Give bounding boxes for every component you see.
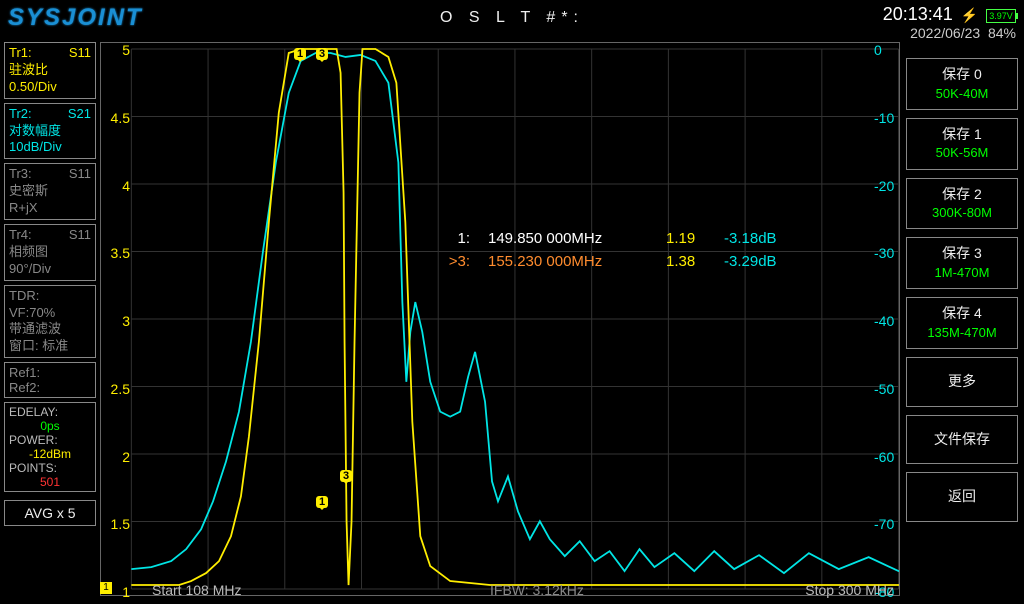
menu-savefile[interactable]: 文件保存 — [906, 415, 1018, 465]
trace3-box[interactable]: Tr3: S11 史密斯 R+jX — [4, 163, 96, 220]
x-stop: Stop 300 MHz — [805, 582, 894, 598]
brand-logo: SYSJOINT — [0, 4, 143, 32]
menu-save1[interactable]: 保存 150K-56M — [906, 118, 1018, 170]
y-right-tick: -70 — [874, 516, 894, 532]
y-right-tick: -60 — [874, 449, 894, 465]
chart-area[interactable] — [100, 42, 900, 596]
y-left-tick: 1.5 — [106, 516, 130, 532]
trace1-box[interactable]: Tr1: S11 驻波比 0.50/Div — [4, 42, 96, 99]
clock-area: 20:13:41 ⚡ 3.97V 2022/06/23 84% — [883, 4, 1016, 41]
marker-table: 1: 149.850 000MHz 1.19 -3.18dB >3: 155.2… — [440, 228, 784, 273]
chart-svg — [101, 43, 899, 595]
tdr-l1: TDR: — [9, 288, 91, 305]
edelay-val: 0ps — [9, 419, 91, 433]
tr1-id: Tr1: — [9, 45, 32, 62]
mk1-v1: 1.19 — [666, 228, 706, 251]
y-left-tick: 2.5 — [106, 381, 130, 397]
avg-box[interactable]: AVG x 5 — [4, 500, 96, 526]
trace2-box[interactable]: Tr2: S21 对数幅度 10dB/Div — [4, 103, 96, 160]
y-left-tick: 3 — [106, 313, 130, 329]
mk1-idx: 1: — [440, 228, 470, 251]
ref-box[interactable]: Ref1: Ref2: — [4, 362, 96, 398]
tr1-src: S11 — [69, 45, 91, 62]
tr4-src: S11 — [69, 227, 91, 244]
ref1: Ref1: — [9, 365, 91, 380]
tr3-id: Tr3: — [9, 166, 32, 183]
y-right-tick: -10 — [874, 110, 894, 126]
points-val: 501 — [9, 475, 91, 489]
mk3-idx: >3: — [440, 251, 470, 274]
menu-back[interactable]: 返回 — [906, 472, 1018, 522]
y-right-tick: -50 — [874, 381, 894, 397]
tdr-box[interactable]: TDR: VF:70% 带通滤波 窗口: 标准 — [4, 285, 96, 359]
mk3-v1: 1.38 — [666, 251, 706, 274]
tr1-scale: 0.50/Div — [9, 79, 91, 96]
tdr-l4: 窗口: 标准 — [9, 338, 91, 355]
status-box: EDELAY: 0ps POWER: -12dBm POINTS: 501 — [4, 402, 96, 492]
tdr-l3: 带通滤波 — [9, 321, 91, 338]
y-left-tick: 3.5 — [106, 245, 130, 261]
clock-time: 20:13:41 — [883, 4, 953, 24]
points-label: POINTS: — [9, 461, 91, 475]
x-ifbw: IFBW: 3.12kHz — [490, 582, 584, 598]
marker1-flag-low[interactable]: 1 — [316, 496, 328, 508]
tr3-scale: R+jX — [9, 200, 91, 217]
menu-save4[interactable]: 保存 4135M-470M — [906, 297, 1018, 349]
battery-percent: 84% — [988, 25, 1016, 41]
y-left-tick: 1 — [106, 584, 130, 600]
y-left-tick: 4.5 — [106, 110, 130, 126]
y-right-tick: -40 — [874, 313, 894, 329]
menu-save3[interactable]: 保存 31M-470M — [906, 237, 1018, 289]
ref2: Ref2: — [9, 380, 91, 395]
tr3-mode: 史密斯 — [9, 183, 91, 200]
mk3-freq: 155.230 000MHz — [488, 251, 648, 274]
tr1-mode: 驻波比 — [9, 62, 91, 79]
tr4-id: Tr4: — [9, 227, 32, 244]
tr2-mode: 对数幅度 — [9, 123, 91, 140]
tr4-mode: 相频图 — [9, 244, 91, 261]
y-right-tick: 0 — [874, 42, 882, 58]
y-right-tick: -30 — [874, 245, 894, 261]
y-right-tick: -20 — [874, 178, 894, 194]
charging-icon: ⚡ — [961, 7, 978, 23]
y-left-tick: 5 — [106, 42, 130, 58]
x-start: Start 108 MHz — [152, 582, 241, 598]
trace4-box[interactable]: Tr4: S11 相频图 90°/Div — [4, 224, 96, 281]
mk3-v2: -3.29dB — [724, 251, 784, 274]
tr3-src: S11 — [69, 166, 91, 183]
cal-status-title: O S L T #*: — [440, 9, 584, 27]
tr2-id: Tr2: — [9, 106, 32, 123]
menu-more[interactable]: 更多 — [906, 357, 1018, 407]
marker1-flag[interactable]: 1 — [294, 48, 306, 60]
power-val: -12dBm — [9, 447, 91, 461]
tdr-l2: VF:70% — [9, 305, 91, 322]
y-left-tick: 4 — [106, 178, 130, 194]
menu-panel: 保存 050K-40M 保存 150K-56M 保存 2300K-80M 保存 … — [906, 58, 1018, 522]
menu-save0[interactable]: 保存 050K-40M — [906, 58, 1018, 110]
edelay-label: EDELAY: — [9, 405, 91, 419]
tr2-src: S21 — [68, 106, 91, 123]
tr4-scale: 90°/Div — [9, 261, 91, 278]
marker3-flag-low[interactable]: 3 — [340, 470, 352, 482]
tr2-scale: 10dB/Div — [9, 139, 91, 156]
clock-date: 2022/06/23 — [910, 25, 980, 41]
mk1-v2: -3.18dB — [724, 228, 784, 251]
marker3-flag-top[interactable]: 3 — [316, 48, 328, 60]
battery-icon: 3.97V — [986, 9, 1016, 23]
mk1-freq: 149.850 000MHz — [488, 228, 648, 251]
power-label: POWER: — [9, 433, 91, 447]
y-left-tick: 2 — [106, 449, 130, 465]
menu-save2[interactable]: 保存 2300K-80M — [906, 178, 1018, 230]
trace-panel: Tr1: S11 驻波比 0.50/Div Tr2: S21 对数幅度 10dB/D… — [4, 42, 96, 526]
